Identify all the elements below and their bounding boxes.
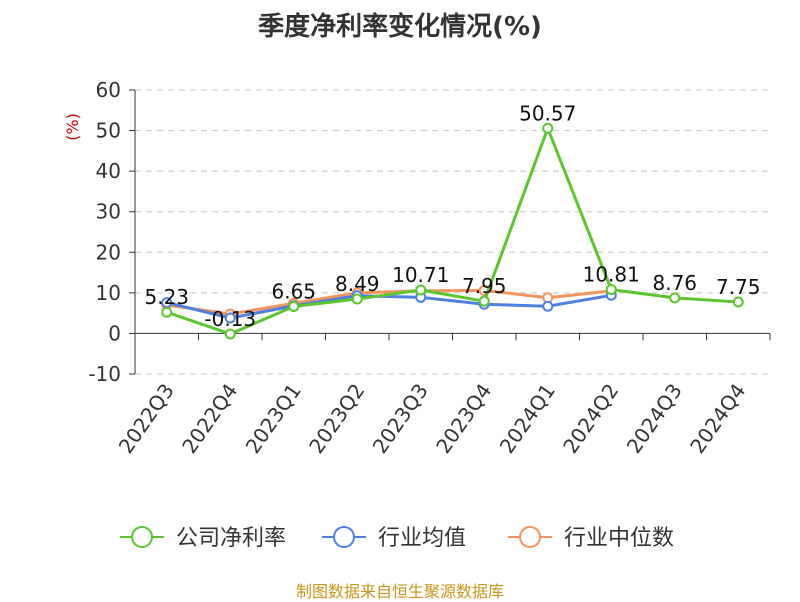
series-line [166, 288, 612, 316]
y-tick-label: 30 [96, 200, 121, 224]
data-label: 8.76 [652, 271, 697, 295]
legend-label: 公司净利率 [176, 526, 286, 551]
y-tick-label: 50 [96, 119, 121, 143]
x-tick-label: 2024Q2 [558, 379, 623, 458]
data-point [351, 293, 363, 305]
legend-marker-icon [519, 526, 541, 548]
y-tick-label: 20 [96, 240, 121, 264]
data-point [669, 292, 681, 304]
y-tick-label: 0 [108, 321, 121, 345]
x-tick-label: 2022Q4 [177, 379, 242, 458]
x-tick-label: 2023Q1 [241, 379, 306, 458]
source-note: 制图数据来自恒生聚源数据库 [295, 582, 504, 601]
data-label: 7.75 [716, 275, 761, 299]
data-label: -0.13 [204, 307, 256, 331]
data-point [605, 284, 617, 296]
data-label: 10.81 [583, 263, 640, 287]
y-tick-label: -10 [88, 362, 121, 386]
y-axis-unit-label: (%) [63, 113, 82, 141]
data-label: 5.23 [144, 285, 189, 309]
data-point [732, 296, 744, 308]
data-label: 50.57 [519, 101, 576, 125]
data-point [542, 122, 554, 134]
legend: 公司净利率 行业均值 行业中位数 [120, 526, 674, 551]
chart-title: 季度净利率变化情况(%) [258, 12, 542, 42]
x-tick-label: 2022Q3 [114, 379, 179, 458]
legend-marker-icon [131, 526, 153, 548]
data-point [161, 306, 173, 318]
x-tick-label: 2023Q3 [368, 379, 433, 458]
data-label: 6.65 [271, 279, 316, 303]
series-lines [161, 122, 744, 340]
data-point [542, 300, 554, 312]
data-label: 8.49 [335, 272, 380, 296]
series-line [166, 293, 612, 320]
legend-label: 行业中位数 [564, 526, 674, 551]
legend-marker-icon [333, 526, 355, 548]
data-point [224, 312, 236, 324]
data-label: 7.95 [462, 274, 507, 298]
data-label: 10.71 [392, 263, 449, 287]
y-tick-label: 60 [96, 78, 121, 102]
data-point [415, 284, 427, 296]
data-point [288, 300, 300, 312]
x-tick-label: 2023Q2 [304, 379, 369, 458]
grid-lines [135, 89, 770, 375]
y-tick-label: 40 [96, 159, 121, 183]
data-labels: 5.23 -0.13 6.65 8.49 10.71 7.95 50.57 10.81 8.76… [144, 101, 760, 331]
y-tick-label: 10 [96, 281, 121, 305]
x-tick-label: 2023Q4 [431, 379, 496, 458]
data-point [224, 328, 236, 340]
data-point [478, 295, 490, 307]
series-line [166, 126, 739, 336]
x-tick-label: 2024Q1 [495, 379, 560, 458]
legend-label: 行业均值 [378, 526, 466, 551]
x-tick-label: 2024Q3 [622, 379, 687, 458]
x-tick-label: 2024Q4 [685, 379, 750, 458]
